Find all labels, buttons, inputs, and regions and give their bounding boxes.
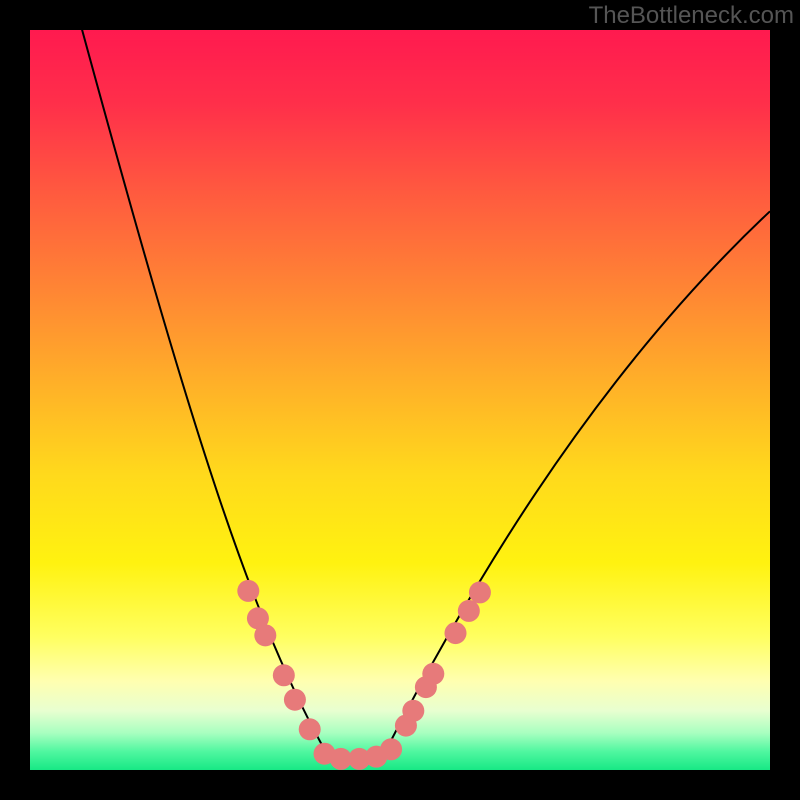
bottleneck-curve <box>78 30 770 759</box>
marker-left <box>237 580 259 602</box>
watermark-text: TheBottleneck.com <box>589 2 794 30</box>
marker-bottom <box>380 738 402 760</box>
marker-left <box>273 664 295 686</box>
marker-left <box>284 689 306 711</box>
marker-left <box>254 624 276 646</box>
chart-svg <box>30 30 770 770</box>
marker-right <box>445 622 467 644</box>
marker-right <box>402 700 424 722</box>
marker-right <box>458 600 480 622</box>
marker-right <box>469 581 491 603</box>
marker-left <box>299 718 321 740</box>
plot-area <box>30 30 770 770</box>
marker-right <box>422 663 444 685</box>
